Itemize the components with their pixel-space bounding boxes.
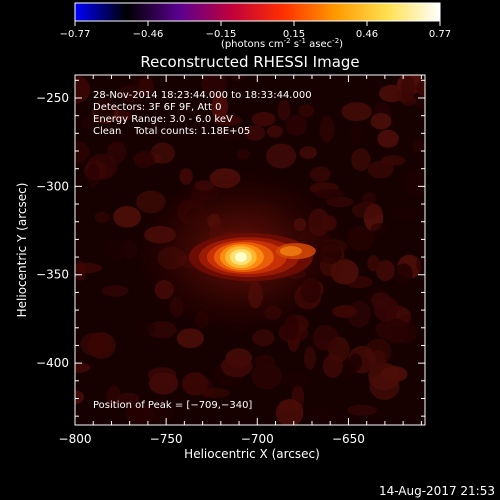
colorbar-ticks: −0.77 −0.46 −0.15 0.15 0.46 0.77: [60, 21, 451, 40]
x-tick-label: −700: [241, 432, 274, 446]
y-axis-label: Heliocentric Y (arcsec): [15, 183, 29, 318]
footer-timestamp: 14-Aug-2017 21:53: [379, 484, 495, 498]
colorbar-tick-label: 0.15: [283, 29, 305, 40]
colorbar: [74, 2, 441, 22]
peak-position-label: Position of Peak = [−709,−340]: [93, 400, 252, 411]
annotation-line: Clean Total counts: 1.18E+05: [93, 126, 250, 137]
axis-ticks: −800 −750 −700 −650 −250 −300 −350 −400: [36, 75, 425, 446]
x-tick-label: −750: [150, 432, 183, 446]
colorbar-tick-label: 0.46: [356, 29, 378, 40]
annotation-line: Energy Range: 3.0 - 6.0 keV: [93, 114, 233, 125]
y-tick-label: −300: [36, 179, 69, 193]
plot-frame: [74, 74, 426, 426]
colorbar-tick-label: −0.15: [206, 29, 237, 40]
annotation-line: 28-Nov-2014 18:23:44.000 to 18:33:44.000: [93, 90, 312, 101]
y-tick-label: −400: [36, 356, 69, 370]
colorbar-units: (photons cm-2 s-1 asec-2): [221, 37, 343, 50]
annotation-block: 28-Nov-2014 18:23:44.000 to 18:33:44.000…: [93, 90, 312, 137]
heatmap-image: [75, 75, 425, 425]
x-tick-label: −650: [332, 432, 365, 446]
colorbar-tick-label: −0.46: [133, 29, 164, 40]
y-tick-label: −250: [36, 91, 69, 105]
flare-source: [188, 233, 316, 282]
annotation-line: Detectors: 3F 6F 9F, Att 0: [93, 102, 221, 113]
colorbar-tick-label: −0.77: [60, 29, 91, 40]
x-axis-label: Heliocentric X (arcsec): [184, 447, 320, 461]
y-tick-label: −350: [36, 268, 69, 282]
chart-title: Reconstructed RHESSI Image: [140, 53, 359, 71]
colorbar-tick-label: 0.77: [429, 29, 451, 40]
x-tick-label: −800: [59, 432, 92, 446]
